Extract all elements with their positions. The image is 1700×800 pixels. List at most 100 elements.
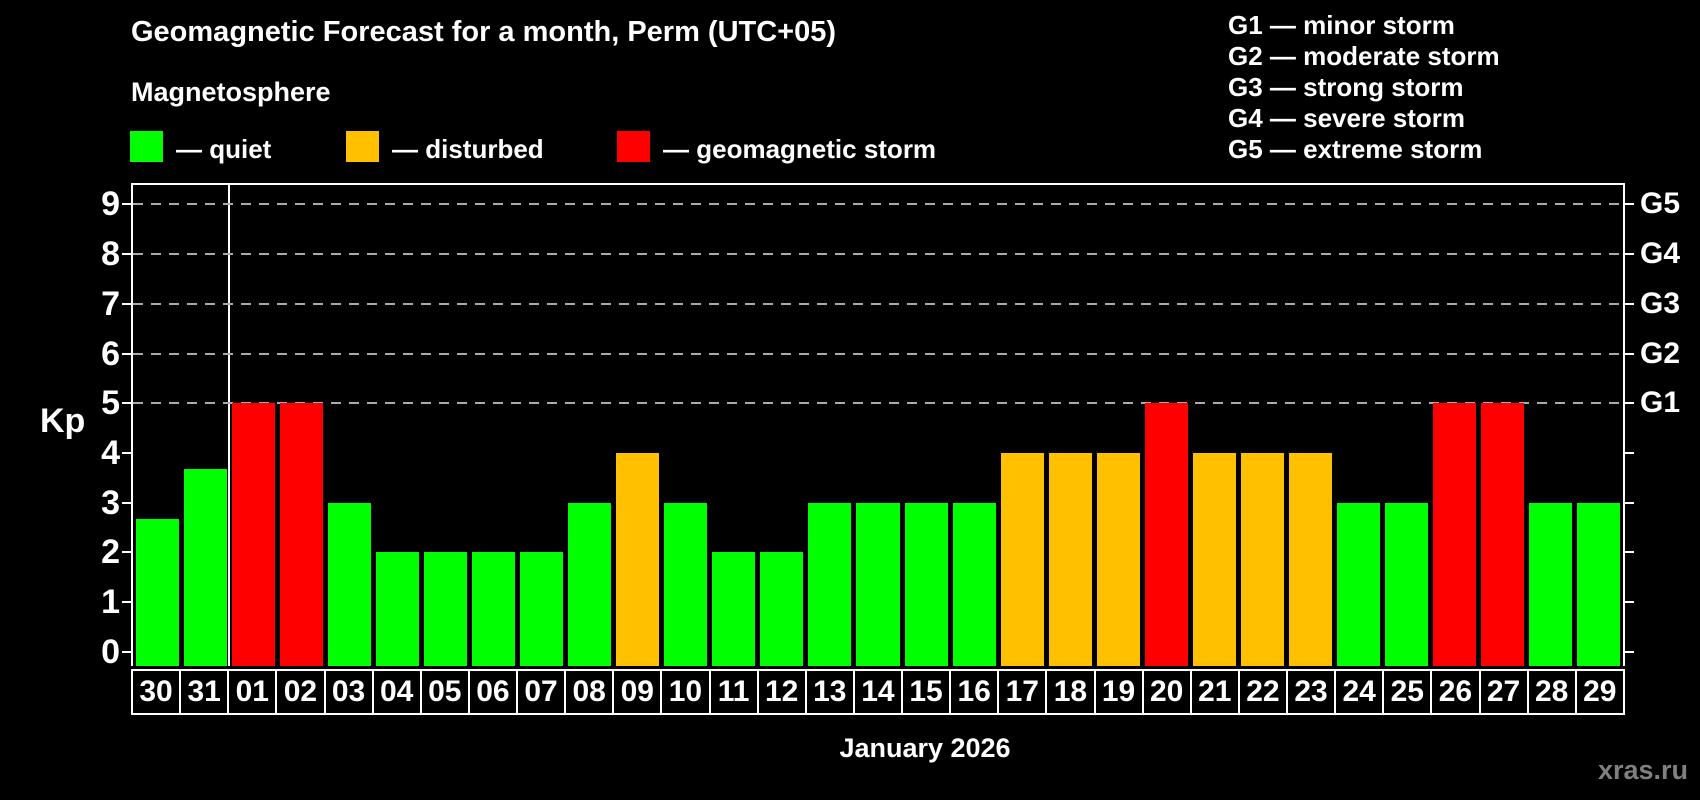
magnetosphere-label: Magnetosphere (131, 77, 331, 107)
kp-bar-day-12 (760, 552, 804, 666)
kp-bar-day-14 (856, 502, 900, 666)
kp-bar-day-09 (616, 452, 660, 666)
kp-bar-day-02 (279, 403, 323, 666)
right-axis-tick-7 (1625, 302, 1634, 305)
disturbed-legend-label: — disturbed (392, 134, 544, 164)
quiet-legend-swatch (130, 131, 163, 162)
gridline-kp-5 (133, 402, 1623, 405)
left-axis-tick-2 (122, 551, 131, 554)
gridline-kp-9 (133, 203, 1623, 206)
kp-bar-day-22 (1240, 452, 1285, 666)
right-axis-tick-4 (1625, 451, 1634, 454)
left-axis-tick-1 (122, 601, 131, 603)
kp-bar-day-08 (568, 502, 612, 666)
day-label-26: 26 (1432, 671, 1481, 713)
day-label-03: 03 (325, 671, 374, 713)
gridline-kp-6 (133, 352, 1623, 355)
watermark: xras.ru (1597, 755, 1688, 785)
left-axis-tick-9 (122, 203, 131, 206)
storm-legend-label: — geomagnetic storm (663, 134, 937, 164)
day-label-01: 01 (229, 671, 278, 713)
left-axis-tick-3 (122, 501, 131, 504)
chart-title: Geomagnetic Forecast for a month, Perm (… (131, 16, 837, 48)
kp-bar-day-06 (471, 552, 515, 666)
left-axis-tick-0 (122, 650, 131, 653)
right-axis-tick-1 (1625, 601, 1634, 603)
day-label-19: 19 (1095, 671, 1144, 713)
g5-legend-line: G5 — extreme storm (1228, 134, 1483, 164)
kp-bar-day-27 (1481, 403, 1525, 666)
day-label-13: 13 (806, 671, 855, 713)
day-label-row: 30 31 01 02 03 04 05 06 07 08 09 10 11 12 13 14 15 16 17 18… (131, 669, 1625, 715)
y-axis-label-2: 2 (101, 533, 120, 572)
kp-bar-day-05 (423, 552, 467, 666)
day-label-16: 16 (951, 671, 1000, 713)
day-label-11: 11 (710, 671, 759, 713)
y-axis-label-6: 6 (101, 334, 120, 373)
g2-legend-line: G2 — moderate storm (1228, 41, 1500, 71)
day-label-24: 24 (1336, 671, 1385, 713)
kp-bar-day-18 (1048, 452, 1092, 666)
kp-bar-day-21 (1192, 452, 1236, 666)
day-label-09: 09 (614, 671, 663, 713)
kp-bar-day-01 (231, 403, 275, 666)
disturbed-legend-swatch (346, 131, 379, 162)
day-label-21: 21 (1191, 671, 1240, 713)
day-label-07: 07 (518, 671, 567, 713)
y-axis-label-4: 4 (101, 433, 120, 472)
left-axis-tick-6 (122, 352, 131, 355)
day-label-28: 28 (1528, 671, 1577, 713)
kp-bar-day-24 (1337, 502, 1381, 666)
gridline-kp-8 (133, 253, 1623, 256)
kp-bar-day-03 (327, 502, 371, 666)
day-label-14: 14 (854, 671, 903, 713)
kp-bar-day-20 (1144, 403, 1188, 666)
g3-legend-line: G3 — strong storm (1228, 72, 1464, 102)
day-label-22: 22 (1239, 671, 1288, 713)
kp-bar-day-10 (664, 502, 708, 666)
kp-bar-day-13 (808, 502, 852, 666)
plot-area (122, 183, 1634, 666)
day-label-04: 04 (373, 671, 422, 713)
y-axis-label-0: 0 (101, 632, 120, 671)
kp-bar-day-19 (1096, 452, 1140, 666)
quiet-legend-label: — quiet (176, 134, 272, 164)
day-label-27: 27 (1480, 671, 1529, 713)
day-label-10: 10 (662, 671, 711, 713)
left-axis-tick-8 (122, 253, 131, 256)
y-axis-title: Kp (40, 402, 86, 440)
g-scale-legend: G1 — minor storm G2 — moderate storm G3 … (1228, 10, 1500, 165)
left-axis-tick-7 (122, 302, 131, 305)
storm-legend-swatch (617, 131, 650, 162)
y-axis-label-1: 1 (101, 583, 120, 621)
day-label-23: 23 (1288, 671, 1337, 713)
kp-bar-day-04 (375, 552, 419, 666)
month-boundary-line (228, 183, 231, 666)
day-label-02: 02 (277, 671, 326, 713)
day-label-12: 12 (758, 671, 807, 713)
kp-bar-day-28 (1529, 502, 1573, 666)
right-axis-tick-2 (1625, 551, 1634, 554)
g-axis-label-g4: G4 (1640, 237, 1681, 271)
day-label-17: 17 (999, 671, 1048, 713)
y-axis-line (131, 183, 133, 666)
day-label-31: 31 (181, 671, 230, 713)
right-axis-tick-5 (1625, 402, 1634, 405)
kp-bar-day-16 (952, 502, 996, 666)
left-axis-tick-5 (122, 402, 131, 405)
y-axis-label-3: 3 (101, 483, 120, 522)
right-axis-tick-8 (1625, 253, 1634, 256)
left-axis-tick-4 (122, 451, 131, 454)
right-axis-tick-3 (1625, 501, 1634, 504)
day-label-15: 15 (903, 671, 952, 713)
g1-legend-line: G1 — minor storm (1228, 10, 1455, 40)
y-axis-label-7: 7 (101, 284, 120, 323)
right-axis-tick-6 (1625, 352, 1634, 355)
kp-bar-day-26 (1433, 403, 1477, 666)
g-axis-label-g3: G3 (1640, 286, 1681, 320)
day-label-05: 05 (421, 671, 470, 713)
right-axis-tick-9 (1625, 203, 1634, 206)
gridline-kp-7 (133, 302, 1623, 305)
y-axis-label-8: 8 (101, 235, 120, 274)
